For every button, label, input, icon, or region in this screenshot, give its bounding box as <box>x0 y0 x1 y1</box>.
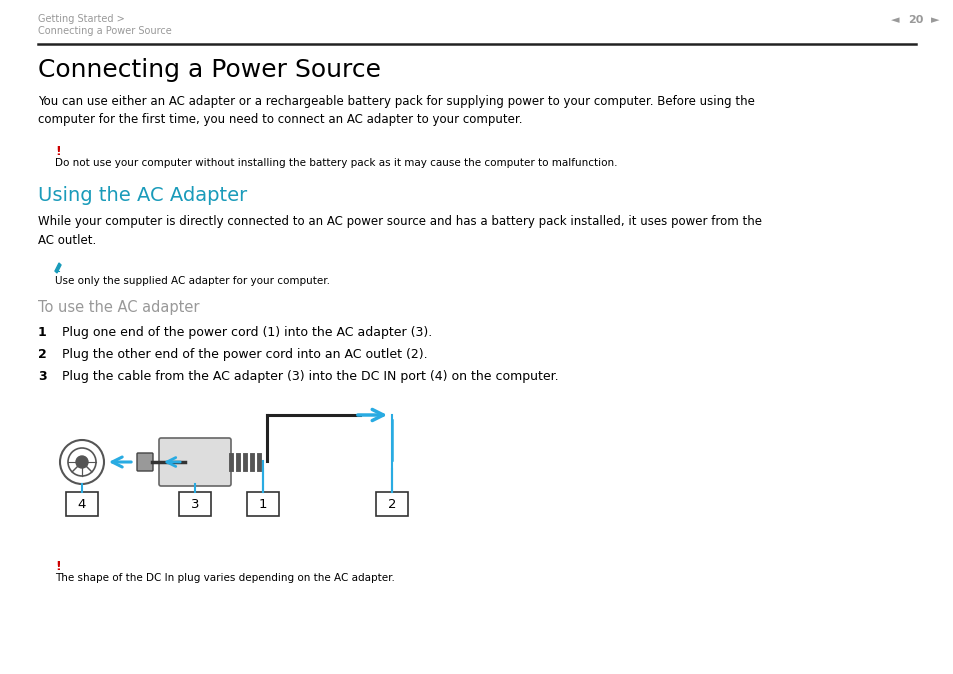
Text: !: ! <box>55 145 61 158</box>
Text: 1: 1 <box>258 499 267 512</box>
Text: You can use either an AC adapter or a rechargeable battery pack for supplying po: You can use either an AC adapter or a re… <box>38 95 754 127</box>
FancyBboxPatch shape <box>375 492 408 516</box>
Text: Do not use your computer without installing the battery pack as it may cause the: Do not use your computer without install… <box>55 158 617 168</box>
Text: Plug one end of the power cord (1) into the AC adapter (3).: Plug one end of the power cord (1) into … <box>62 326 432 339</box>
Text: 20: 20 <box>907 15 923 25</box>
Circle shape <box>76 456 88 468</box>
Text: Plug the cable from the AC adapter (3) into the DC IN port (4) on the computer.: Plug the cable from the AC adapter (3) i… <box>62 370 558 383</box>
Text: Connecting a Power Source: Connecting a Power Source <box>38 58 380 82</box>
FancyBboxPatch shape <box>247 492 278 516</box>
Text: ◄: ◄ <box>890 15 899 25</box>
Text: The shape of the DC In plug varies depending on the AC adapter.: The shape of the DC In plug varies depen… <box>55 573 395 583</box>
FancyBboxPatch shape <box>137 453 152 471</box>
FancyBboxPatch shape <box>159 438 231 486</box>
Text: 2: 2 <box>38 348 47 361</box>
Text: Getting Started >: Getting Started > <box>38 14 125 24</box>
Text: While your computer is directly connected to an AC power source and has a batter: While your computer is directly connecte… <box>38 215 761 247</box>
Text: 3: 3 <box>191 499 199 512</box>
Text: 3: 3 <box>38 370 47 383</box>
FancyBboxPatch shape <box>179 492 211 516</box>
Text: Plug the other end of the power cord into an AC outlet (2).: Plug the other end of the power cord int… <box>62 348 427 361</box>
Text: Use only the supplied AC adapter for your computer.: Use only the supplied AC adapter for you… <box>55 276 330 286</box>
Text: !: ! <box>55 560 61 573</box>
Text: Using the AC Adapter: Using the AC Adapter <box>38 186 247 205</box>
Text: ►: ► <box>930 15 939 25</box>
Text: 4: 4 <box>78 499 86 512</box>
FancyBboxPatch shape <box>66 492 98 516</box>
Text: To use the AC adapter: To use the AC adapter <box>38 300 199 315</box>
Polygon shape <box>55 263 61 273</box>
Text: 1: 1 <box>38 326 47 339</box>
Text: Connecting a Power Source: Connecting a Power Source <box>38 26 172 36</box>
Text: 2: 2 <box>387 499 395 512</box>
